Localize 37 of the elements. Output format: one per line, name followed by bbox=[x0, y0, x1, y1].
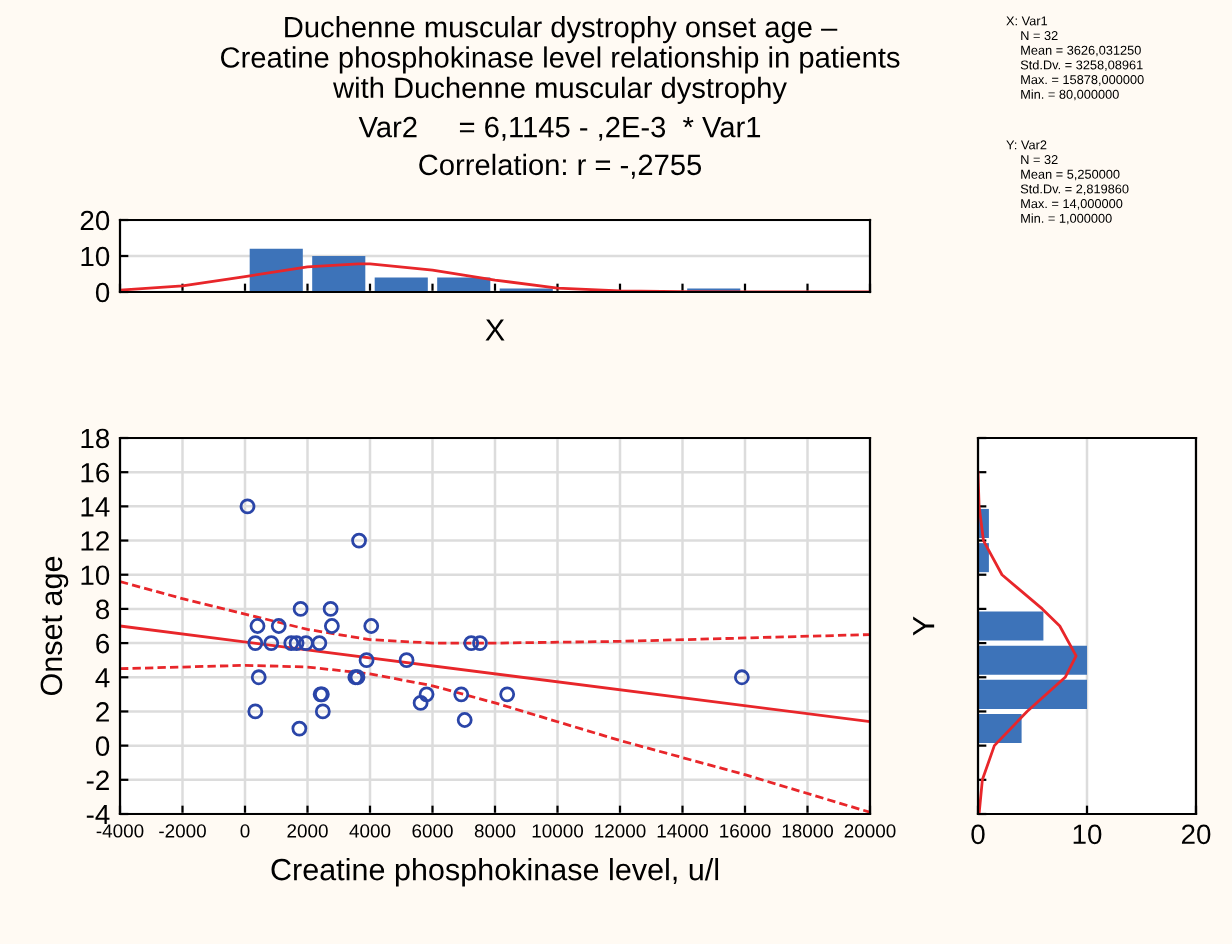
y-tick-label: 2 bbox=[96, 702, 109, 722]
x-tick-label: 0 bbox=[971, 824, 985, 845]
y-tick-label: 16 bbox=[81, 462, 110, 483]
x-tick-label: -2000 bbox=[159, 824, 206, 838]
x-tick-label: 12000 bbox=[595, 824, 646, 838]
y-axis-title: Onset age bbox=[40, 556, 69, 696]
x-axis-title: Creatine phosphokinase level, u/l bbox=[271, 858, 719, 887]
y-tick-label: -2 bbox=[86, 770, 109, 790]
y-tick-label: 6 bbox=[96, 633, 110, 654]
y-tick-label: 12 bbox=[81, 531, 109, 551]
y-axis-title: Y bbox=[913, 616, 935, 636]
y-tick-label: 18 bbox=[81, 428, 110, 449]
y-tick-label: 10 bbox=[81, 246, 110, 267]
x-tick-label: -4000 bbox=[96, 824, 144, 838]
x-tick-label: 18000 bbox=[782, 824, 834, 838]
y-tick-label: 14 bbox=[81, 497, 110, 517]
x-tick-label: 0 bbox=[240, 824, 250, 838]
y-tick-label: 8 bbox=[96, 599, 110, 620]
x-tick-label: 8000 bbox=[474, 824, 516, 838]
chart-subtitle: Var2 = 6,1145 - ,2E-3 * Var1 Correlation: r = -,2755 bbox=[358, 116, 761, 179]
x-tick-label: 2000 bbox=[287, 824, 328, 838]
x-tick-label: 10000 bbox=[532, 824, 584, 838]
y-tick-label: 10 bbox=[81, 565, 110, 586]
y-tick-label: 0 bbox=[95, 282, 110, 303]
x-tick-label: 10 bbox=[1073, 824, 1102, 845]
x-axis-title: X bbox=[485, 319, 505, 341]
y-tick-label: 0 bbox=[95, 736, 110, 756]
y-tick-label: -4 bbox=[86, 804, 110, 825]
x-tick-label: 6000 bbox=[412, 824, 453, 838]
chart-title: Duchenne muscular dystrophy onset age – Creatine phosphokinase level relationship in patients with Duchenne muscular dystrophy bbox=[221, 16, 900, 104]
x-tick-label: 20000 bbox=[844, 824, 896, 838]
x-tick-label: 20 bbox=[1181, 824, 1211, 845]
x-tick-label: 16000 bbox=[720, 824, 771, 838]
y-tick-label: 4 bbox=[95, 668, 110, 688]
y-tick-label: 20 bbox=[80, 210, 110, 231]
x-tick-label: 14000 bbox=[657, 824, 709, 838]
x-tick-label: 4000 bbox=[349, 824, 391, 838]
